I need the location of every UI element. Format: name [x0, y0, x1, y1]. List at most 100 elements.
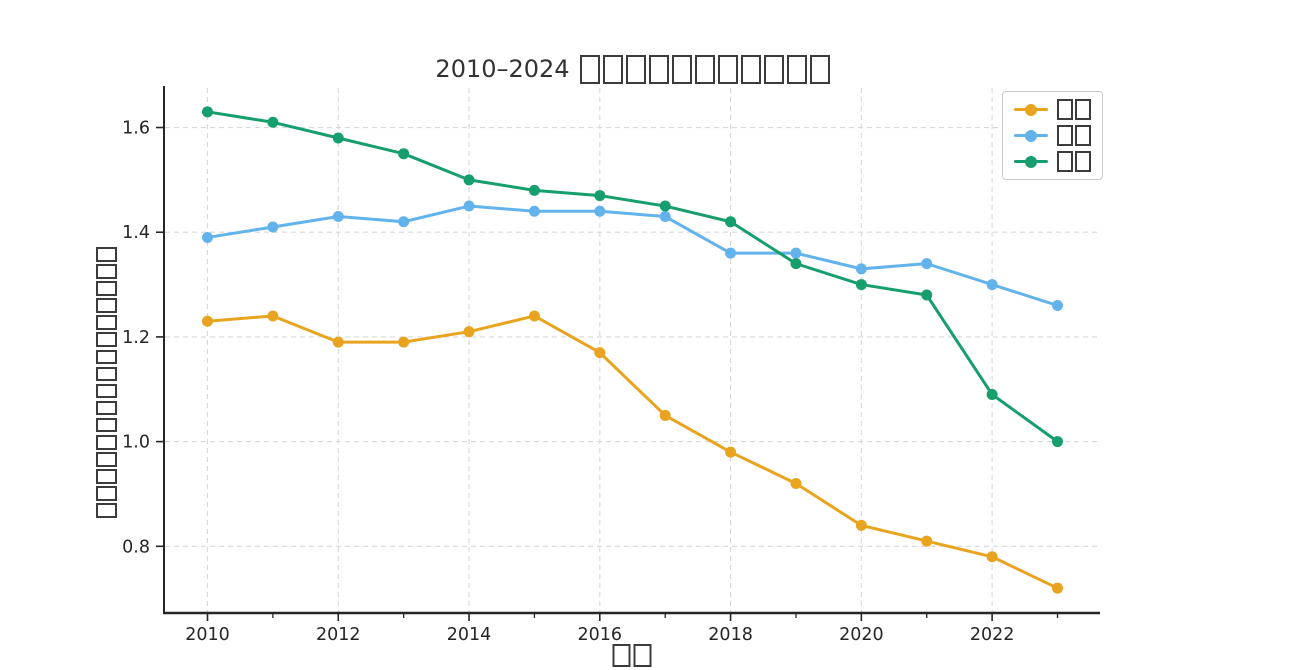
- legend-line-sample: [1014, 155, 1048, 168]
- data-point-marker: [790, 477, 802, 489]
- legend-marker-icon: [1025, 129, 1037, 142]
- data-point-marker: [725, 247, 737, 259]
- tofu-glyph: [96, 281, 117, 296]
- tofu-glyph: [96, 247, 117, 262]
- data-point-marker: [921, 289, 933, 301]
- tofu-glyph: [96, 349, 117, 365]
- legend: [1002, 91, 1103, 180]
- tofu-glyph: [1075, 125, 1091, 146]
- data-point-marker: [332, 336, 344, 348]
- tofu-glyph: [740, 54, 761, 84]
- tofu-glyph: [809, 54, 830, 84]
- chart-title-tofu-text: [579, 54, 830, 84]
- tofu-glyph: [1075, 99, 1091, 120]
- legend-marker-icon: [1025, 155, 1037, 168]
- tofu-glyph: [648, 54, 669, 84]
- tofu-glyph: [602, 54, 623, 84]
- tofu-glyph: [1075, 151, 1091, 172]
- tofu-glyph: [633, 644, 652, 667]
- x-tick-label: 2022: [970, 625, 1015, 645]
- legend-line-sample: [1014, 129, 1048, 142]
- tofu-glyph: [694, 54, 715, 84]
- legend-label: [1057, 151, 1091, 172]
- data-point-marker: [202, 106, 213, 118]
- tofu-glyph: [96, 452, 117, 467]
- data-point-marker: [332, 132, 344, 144]
- data-point-marker: [855, 279, 867, 291]
- data-point-marker: [267, 310, 279, 322]
- data-point-marker: [463, 200, 475, 212]
- data-point-marker: [528, 184, 540, 196]
- x-axis-label: [612, 644, 652, 667]
- data-point-marker: [1052, 582, 1063, 594]
- data-point-marker: [921, 258, 933, 270]
- data-point-marker: [855, 263, 867, 275]
- data-point-marker: [921, 535, 933, 547]
- tofu-glyph: [1057, 125, 1073, 146]
- x-tick-label: 2020: [839, 625, 884, 645]
- data-point-marker: [986, 551, 998, 563]
- legend-entry-3: [1014, 151, 1091, 172]
- y-tick-label: 1.4: [122, 223, 150, 243]
- tofu-glyph: [612, 644, 631, 667]
- x-tick-label: 2010: [185, 625, 230, 645]
- data-point-marker: [267, 221, 279, 233]
- data-point-marker: [986, 279, 998, 291]
- data-point-marker: [463, 326, 475, 338]
- tofu-glyph: [96, 264, 117, 279]
- tofu-glyph: [1057, 99, 1073, 120]
- legend-entry-1: [1014, 99, 1091, 120]
- data-point-marker: [790, 258, 802, 270]
- data-point-marker: [202, 231, 213, 243]
- tofu-glyph: [1057, 151, 1073, 172]
- tofu-glyph: [96, 298, 117, 313]
- tofu-glyph: [717, 54, 738, 84]
- legend-label: [1057, 125, 1091, 146]
- data-point-marker: [986, 388, 998, 400]
- tofu-glyph: [96, 435, 117, 450]
- data-point-marker: [398, 216, 410, 228]
- tofu-glyph: [763, 54, 784, 84]
- legend-marker-icon: [1025, 103, 1037, 116]
- data-point-marker: [659, 211, 671, 223]
- tofu-glyph: [96, 366, 117, 382]
- tofu-glyph: [96, 486, 117, 501]
- tofu-glyph: [786, 54, 807, 84]
- tofu-glyph: [96, 417, 117, 433]
- data-point-marker: [463, 174, 475, 186]
- data-point-marker: [528, 205, 540, 217]
- legend-entry-2: [1014, 125, 1091, 146]
- x-tick-label: 2014: [447, 625, 492, 645]
- y-tick-label: 0.8: [122, 537, 150, 557]
- data-point-marker: [790, 247, 802, 259]
- y-tick-label: 1.0: [122, 433, 150, 453]
- tofu-glyph: [96, 383, 117, 399]
- data-point-marker: [855, 519, 867, 531]
- series-line-1: [206, 314, 1059, 590]
- tofu-glyph: [579, 54, 600, 84]
- chart-title-prefix: 2010–2024: [435, 55, 570, 83]
- y-tick-label: 1.2: [122, 328, 150, 348]
- data-point-marker: [398, 336, 410, 348]
- data-point-marker: [1052, 300, 1063, 312]
- data-point-marker: [202, 315, 213, 327]
- data-point-marker: [594, 205, 606, 217]
- data-point-marker: [332, 211, 344, 223]
- x-tick-label: 2012: [316, 625, 361, 645]
- data-point-marker: [725, 216, 737, 228]
- data-point-marker: [1052, 436, 1063, 448]
- y-tick-label: 1.6: [122, 119, 150, 139]
- data-point-marker: [267, 116, 279, 128]
- series-line-2: [206, 204, 1059, 308]
- tofu-glyph: [96, 315, 117, 330]
- data-point-marker: [594, 190, 606, 202]
- data-point-marker: [725, 446, 737, 458]
- data-point-marker: [528, 310, 540, 322]
- tofu-glyph: [625, 54, 646, 84]
- data-point-marker: [594, 347, 606, 359]
- tofu-glyph: [96, 503, 117, 518]
- data-point-marker: [659, 409, 671, 421]
- tofu-glyph: [96, 469, 117, 484]
